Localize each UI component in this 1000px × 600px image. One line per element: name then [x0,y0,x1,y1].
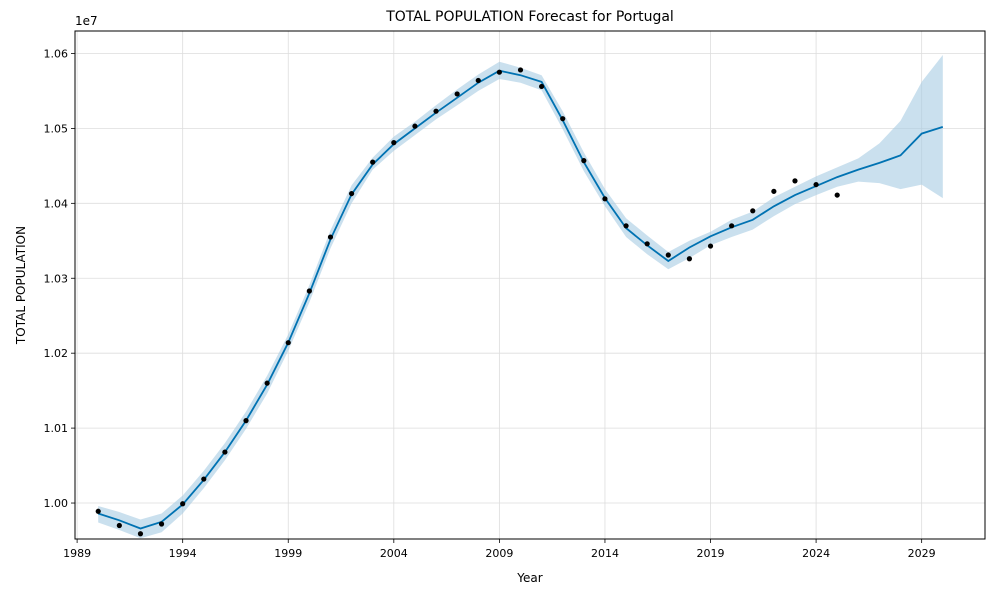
y-tick-label: 1.02 [44,347,69,360]
x-axis-label: Year [516,571,542,585]
actual-point [116,522,122,529]
y-tick-label: 1.03 [44,272,69,285]
x-axis-ticks: 1989 1994 1999 2004 2009 2014 2019 2024 2029 [63,539,936,560]
forecast-line [97,69,944,530]
actual-point [370,159,376,165]
actual-point [644,241,650,247]
x-tick-label: 1989 [63,547,91,560]
y-offset-label: 1e7 [75,14,98,28]
actual-point [496,69,502,75]
y-tick-label: 1.06 [44,47,69,60]
actual-point [813,181,819,188]
actual-point [792,178,798,184]
y-tick-label: 1.01 [44,422,69,435]
y-tick-label: 1.00 [44,497,69,510]
actual-point [539,83,545,90]
x-tick-label: 2029 [908,547,936,560]
actual-point [201,476,207,482]
actual-point [222,449,228,455]
actual-points [95,67,840,537]
actual-point [264,380,270,386]
actual-point [180,501,186,507]
actual-point [602,196,608,202]
chart-title: TOTAL POPULATION Forecast for Portugal [385,9,674,25]
actual-point [665,252,671,258]
actual-point [623,223,629,229]
y-axis-label: TOTAL POPULATION [14,226,28,345]
actual-point [433,108,439,114]
x-tick-label: 2009 [485,547,513,560]
x-tick-label: 1999 [274,547,302,560]
y-axis-ticks: 1.00 1.01 1.02 1.03 1.04 1.05 1.06 [44,47,75,510]
actual-point [771,188,777,194]
actual-point [750,208,756,214]
x-tick-label: 2019 [697,547,725,560]
x-tick-label: 2024 [802,547,830,560]
y-tick-label: 1.04 [44,197,69,210]
x-tick-label: 2004 [380,547,408,560]
y-tick-label: 1.05 [44,122,69,135]
actual-point [560,116,566,122]
actual-point [729,223,735,229]
actual-point [285,340,291,346]
actual-point [581,158,587,164]
actual-point [306,288,312,294]
actual-point [391,140,397,146]
actual-point [95,508,101,514]
actual-point [137,531,144,537]
actual-point [834,192,840,198]
actual-point [158,521,165,527]
x-tick-label: 1994 [169,547,197,560]
actual-point [243,418,249,424]
actual-point [707,243,714,249]
actual-point [686,256,693,262]
actual-point [327,234,334,240]
actual-point [412,123,418,129]
actual-point [348,190,355,197]
plot-frame [74,30,986,540]
x-tick-label: 2014 [591,547,619,560]
actual-point [517,67,524,73]
actual-point [475,77,481,84]
grid [75,31,985,539]
actual-point [454,91,460,97]
forecast-line-group [97,69,944,530]
